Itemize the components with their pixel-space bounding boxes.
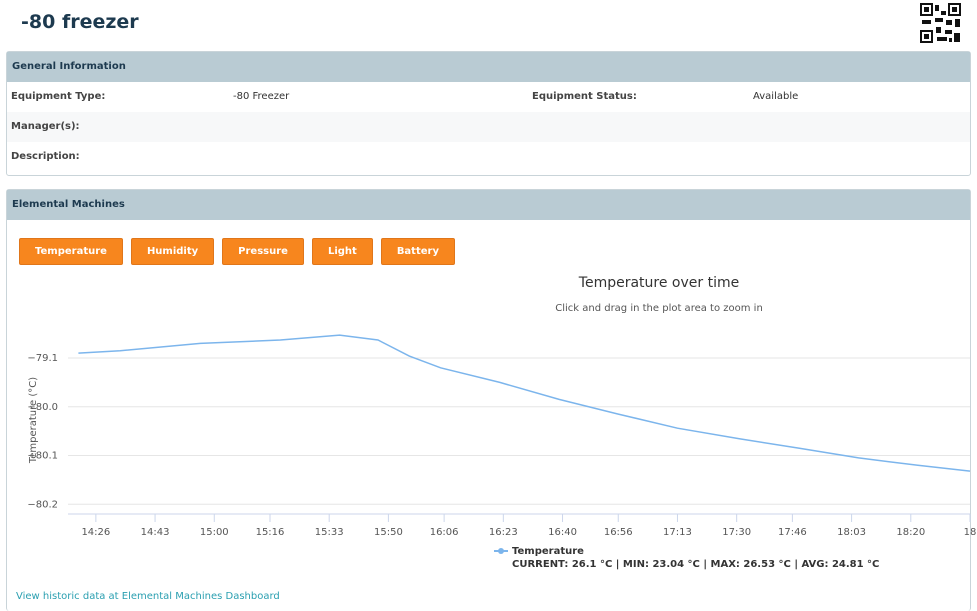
- info-row: Description:: [7, 142, 970, 172]
- info-row: Manager(s):: [7, 112, 970, 142]
- sensor-button[interactable]: Battery: [380, 238, 455, 265]
- field-label: Description:: [11, 151, 80, 162]
- sensor-button[interactable]: Pressure: [222, 238, 304, 265]
- dashboard-link[interactable]: View historic data at Elemental Machines…: [16, 591, 280, 602]
- page-title: -80 freezer: [21, 11, 139, 33]
- panel-header: Elemental Machines: [7, 190, 970, 220]
- sensor-button[interactable]: Light: [311, 238, 373, 265]
- machines-panel: Elemental Machines Temperature Humidity …: [6, 189, 971, 611]
- sensor-button[interactable]: Humidity: [130, 238, 215, 265]
- field-label: Equipment Status:: [532, 91, 637, 102]
- sensor-button[interactable]: Temperature: [19, 238, 123, 265]
- field-label: Manager(s):: [11, 121, 80, 132]
- qr-code: [920, 3, 962, 44]
- button-bar: Temperature Humidity Pressure Light Batt…: [19, 238, 455, 265]
- panel-header: General Information: [7, 52, 970, 82]
- general-panel: General Information Equipment Type: -80 …: [6, 51, 971, 176]
- info-row: Equipment Type: -80 Freezer Equipment St…: [7, 82, 970, 112]
- field-value: -80 Freezer: [233, 91, 290, 102]
- field-value: Available: [753, 91, 799, 102]
- field-label: Equipment Type:: [11, 91, 106, 102]
